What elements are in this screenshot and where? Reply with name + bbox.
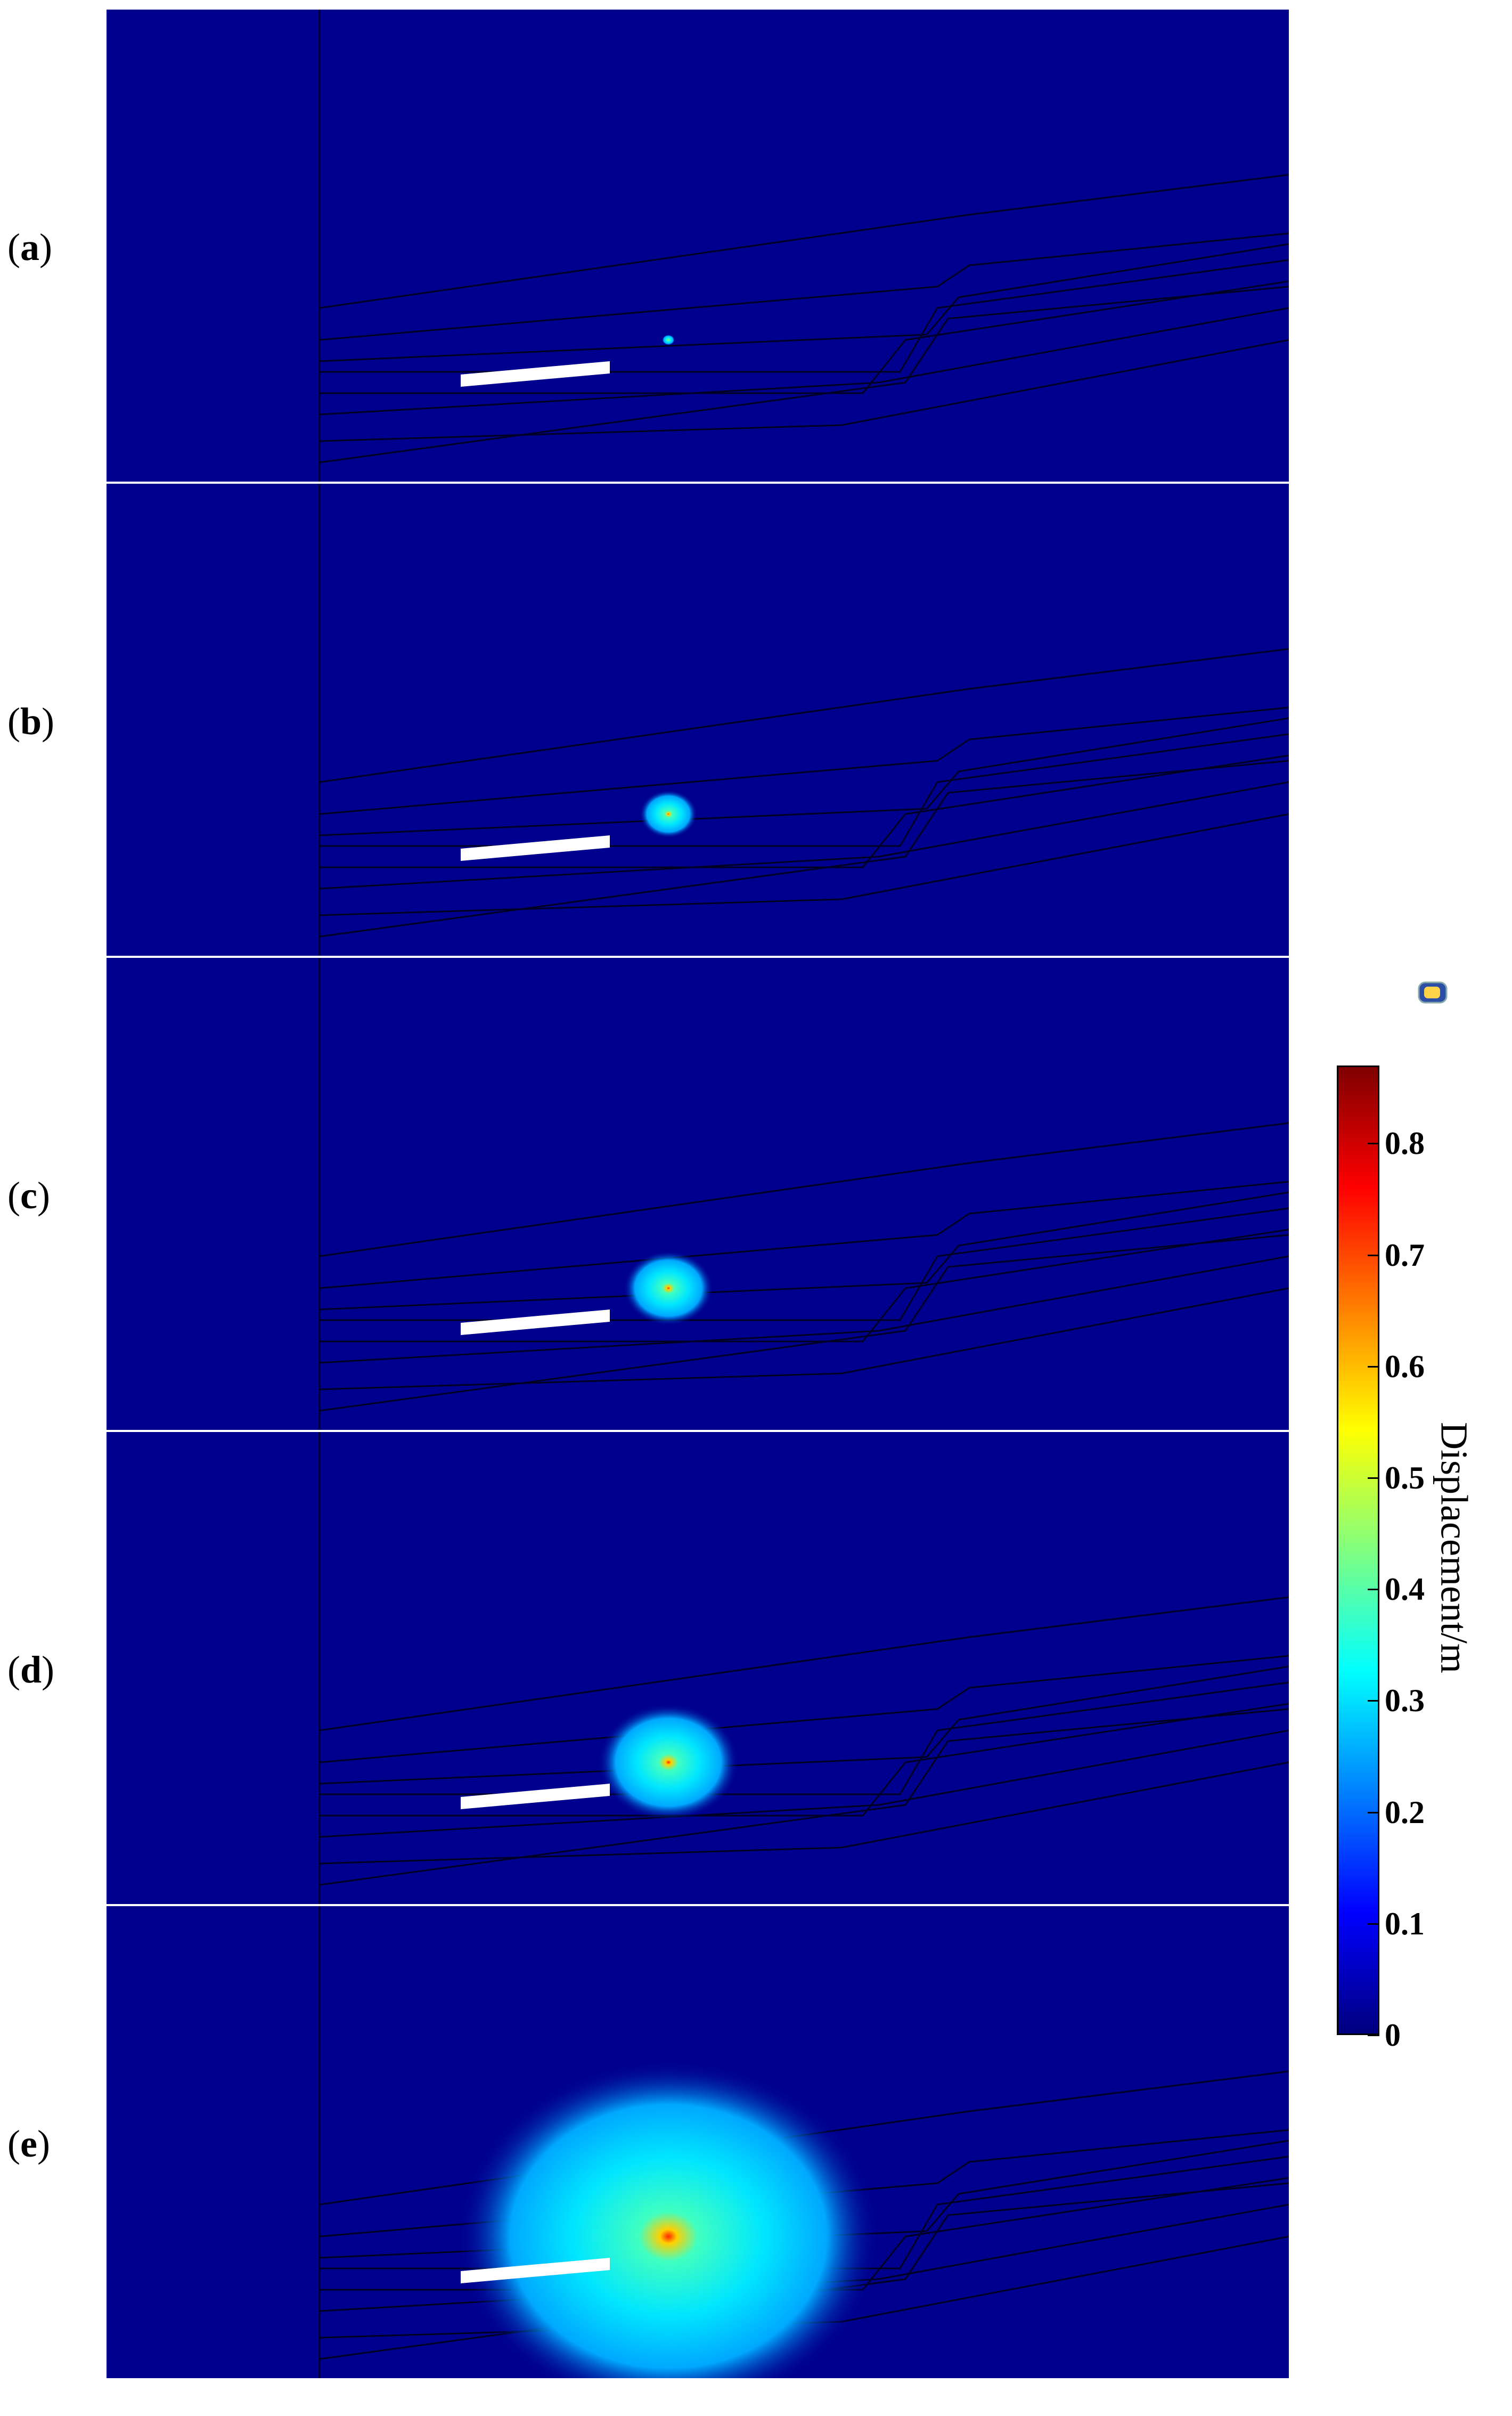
- strata-lines: [319, 648, 1289, 938]
- colorbar: [1337, 1065, 1379, 2035]
- panel-label-d: (d): [7, 1648, 55, 1691]
- colorbar-tick-label: 0.4: [1385, 1572, 1425, 1607]
- panel-label-a: (a): [7, 226, 52, 269]
- displacement-zone: [640, 790, 697, 838]
- colorbar-tick-label: 0.8: [1385, 1126, 1425, 1161]
- colorbar-tickmark: [1368, 1365, 1379, 1368]
- colorbar-tickmark: [1368, 1589, 1379, 1591]
- panel-label-b: (b): [7, 700, 55, 743]
- strata-lines: [319, 1122, 1289, 1412]
- displacement-zone: [457, 2061, 879, 2378]
- colorbar-title: Displacement/m: [1433, 1422, 1476, 1673]
- panel-label-e: (e): [7, 2122, 50, 2165]
- colorbar-tickmark: [1368, 1477, 1379, 1479]
- colorbar-tick-label: 0.2: [1385, 1794, 1425, 1830]
- colorbar-tick-label: 0: [1385, 2018, 1401, 2053]
- colorbar-tick-label: 0.6: [1385, 1348, 1425, 1384]
- tunnel-shape: [461, 835, 610, 861]
- tunnel-shape: [461, 2258, 610, 2283]
- colorbar-tickmark: [1368, 1143, 1379, 1145]
- colorbar-tick-label: 0.5: [1385, 1460, 1425, 1496]
- colorbar-tick-label: 0.7: [1385, 1237, 1425, 1273]
- colorbar-tickmark: [1368, 1700, 1379, 1702]
- displacement-zone: [598, 1704, 739, 1821]
- tunnel-shape: [461, 361, 610, 387]
- displacement-zone: [662, 335, 675, 345]
- colorbar-tickmark: [1368, 2035, 1379, 2036]
- colorbar-tickmark: [1368, 1254, 1379, 1256]
- displacement-panel-b: [107, 484, 1289, 956]
- displacement-zone: [624, 1251, 713, 1325]
- tunnel-shape: [461, 1784, 610, 1809]
- displacement-panel-c: [107, 958, 1289, 1430]
- colorbar-toggle-icon[interactable]: [1417, 980, 1449, 1005]
- colorbar-tickmark: [1368, 1923, 1379, 1925]
- displacement-panel-d: [107, 1432, 1289, 1904]
- strata-lines: [319, 1596, 1289, 1886]
- tunnel-shape: [461, 1309, 610, 1335]
- strata-lines: [319, 174, 1289, 463]
- displacement-panel-e: [107, 1906, 1289, 2378]
- displacement-panel-a: [107, 10, 1289, 482]
- panel-label-c: (c): [7, 1174, 50, 1217]
- colorbar-tick-label: 0.1: [1385, 1906, 1425, 1941]
- colorbar-tick-label: 0.3: [1385, 1683, 1425, 1719]
- colorbar-tickmark: [1368, 1811, 1379, 1813]
